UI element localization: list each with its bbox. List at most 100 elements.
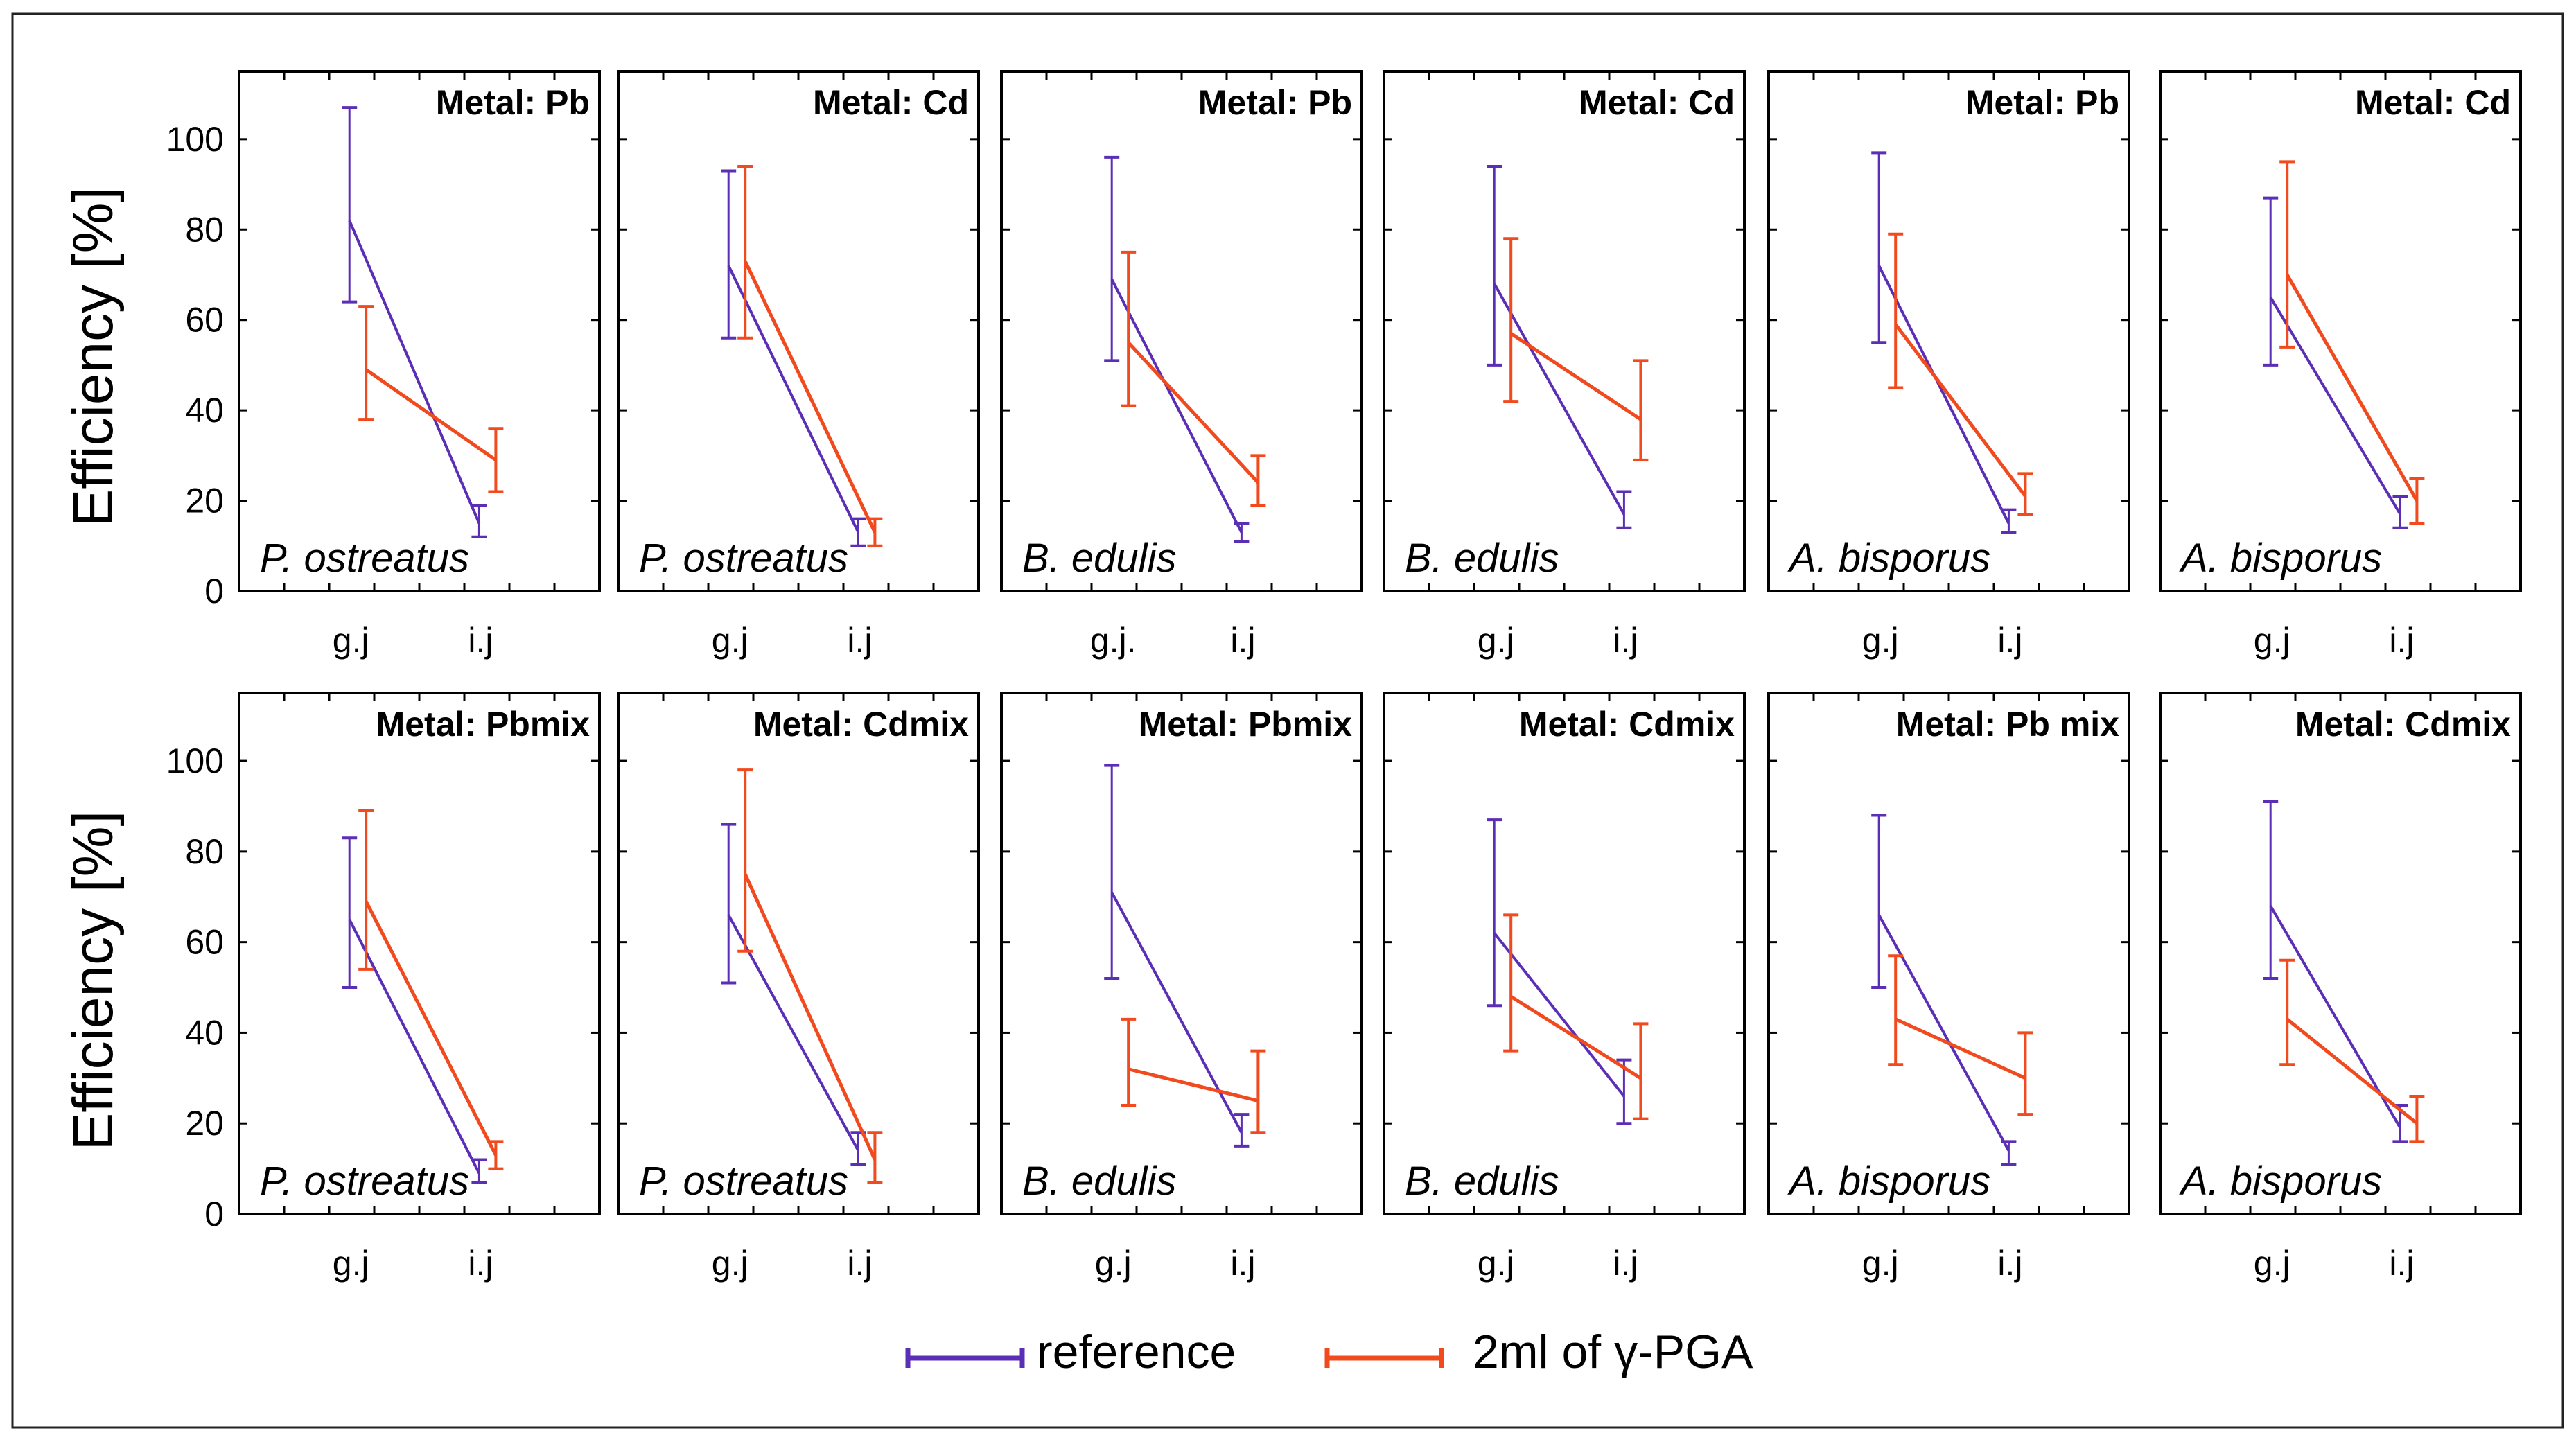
panel-title: Metal: Cd xyxy=(2355,83,2511,122)
panel-title: Metal: Cd xyxy=(1579,83,1735,122)
series-line xyxy=(1877,265,2010,525)
panel-title: Metal: Cdmix xyxy=(2295,705,2511,744)
x-tick-label-i-j: i.j xyxy=(2389,621,2414,660)
panel-frame xyxy=(1383,692,1746,1215)
panel-r2c2: Metal: Cdmix P. ostreatus g.j i.j xyxy=(617,692,980,1283)
series-line xyxy=(1493,932,1625,1098)
series-line xyxy=(1895,1017,2026,1080)
y-tick-label-100: 100 xyxy=(166,741,224,780)
panel-species: P. ostreatus xyxy=(639,536,848,581)
series-gamma-pga xyxy=(1888,232,2033,516)
series-gamma-pga xyxy=(2279,958,2425,1143)
panel-title: Metal: Pb xyxy=(1198,83,1352,122)
x-tick-label-g-j: g.j xyxy=(1862,621,1899,660)
series-line xyxy=(743,873,877,1161)
panel-frame xyxy=(617,692,980,1215)
panel-species: B. edulis xyxy=(1022,536,1176,581)
series-gamma-pga xyxy=(1888,954,2033,1116)
x-tick-label-i-j: i.j xyxy=(1613,1244,1638,1283)
series-gamma-pga xyxy=(358,809,504,1170)
panel-frame xyxy=(617,70,980,592)
x-tick-label-i-j: i.j xyxy=(847,621,872,660)
panel-frame xyxy=(1383,70,1746,592)
legend-item-gamma-pga: 2ml of γ-PGA xyxy=(1324,1326,1753,1378)
panel-title: Metal: Pb xyxy=(1965,83,2119,122)
panel-species: P. ostreatus xyxy=(260,536,469,581)
panel-species: B. edulis xyxy=(1405,536,1559,581)
panel-species: P. ostreatus xyxy=(260,1159,469,1204)
panel-species: A. bisporus xyxy=(2179,1159,2382,1204)
x-tick-label-g-j: g.j. xyxy=(1090,621,1137,660)
x-tick-label-g-j: g.j xyxy=(712,1244,748,1283)
x-tick-label-i-j: i.j xyxy=(2389,1244,2414,1283)
x-tick-label-g-j: g.j xyxy=(2254,1244,2290,1283)
series-line xyxy=(1894,323,2027,498)
x-tick-label-g-j: g.j xyxy=(1095,1244,1132,1283)
x-tick-label-i-j: i.j xyxy=(468,1244,493,1283)
panel-title: Metal: Pb mix xyxy=(1896,705,2119,744)
series-gamma-pga xyxy=(1503,237,1649,461)
panel-species: B. edulis xyxy=(1405,1159,1559,1204)
series-line xyxy=(1877,914,2010,1152)
panel-species: A. bisporus xyxy=(1787,1159,1990,1204)
series-reference xyxy=(342,106,487,538)
x-tick-label-g-j: g.j xyxy=(1478,621,1514,660)
series-gamma-pga xyxy=(358,305,504,493)
x-tick-label-g-j: g.j xyxy=(712,621,748,660)
series-reference xyxy=(1871,814,2017,1166)
y-tick-label-40: 40 xyxy=(185,1013,224,1052)
y-tick-label-40: 40 xyxy=(185,391,224,430)
x-tick-label-i-j: i.j xyxy=(1997,1244,2022,1283)
series-gamma-pga xyxy=(737,164,883,547)
panel-title: Metal: Cdmix xyxy=(1519,705,1735,744)
panel-r1c2: Metal: Cd P. ostreatus g.j i.j xyxy=(617,70,980,660)
panel-r1c4: Metal: Cd B. edulis g.j i.j xyxy=(1383,70,1746,660)
series-gamma-pga xyxy=(2279,160,2425,525)
x-tick-label-i-j: i.j xyxy=(468,621,493,660)
legend-label-reference: reference xyxy=(1037,1326,1236,1378)
legend-swatch-reference xyxy=(905,1348,1025,1368)
series-line xyxy=(1127,341,1260,484)
series-line xyxy=(1509,995,1642,1080)
series-line xyxy=(2286,1017,2418,1125)
panel-frame xyxy=(1000,692,1363,1215)
panel-title: Metal: Pbmix xyxy=(1139,705,1353,744)
panel-species: B. edulis xyxy=(1022,1159,1176,1204)
y-tick-label-20: 20 xyxy=(185,482,224,520)
series-line xyxy=(1110,279,1243,534)
series-reference xyxy=(2263,800,2408,1143)
series-line xyxy=(1110,891,1243,1134)
series-reference xyxy=(1871,151,2017,534)
legend-item-reference: reference xyxy=(905,1326,1236,1378)
panel-r2c3: Metal: Pbmix B. edulis g.j i.j xyxy=(1000,692,1363,1283)
x-tick-label-g-j: g.j xyxy=(2254,621,2290,660)
series-reference xyxy=(342,836,487,1184)
panel-frame xyxy=(238,70,601,592)
series-reference xyxy=(1104,764,1250,1148)
y-tick-label-60: 60 xyxy=(185,301,224,340)
series-line xyxy=(2269,297,2402,516)
x-tick-label-i-j: i.j xyxy=(1997,621,2022,660)
legend-swatch-gamma-pga xyxy=(1324,1348,1444,1368)
panel-frame xyxy=(1767,692,2130,1215)
series-line xyxy=(743,260,877,534)
series-line xyxy=(2286,274,2419,502)
series-line xyxy=(1493,283,1626,516)
panel-frame xyxy=(238,692,601,1215)
series-gamma-pga xyxy=(1503,913,1649,1120)
panel-r2c6: Metal: Cdmix A. bisporus g.j i.j xyxy=(2159,692,2522,1283)
y-tick-label-60: 60 xyxy=(185,923,224,962)
panel-species: A. bisporus xyxy=(2179,536,2382,581)
series-reference xyxy=(1104,155,1250,543)
panel-title: Metal: Cd xyxy=(813,83,969,122)
series-line xyxy=(348,919,481,1175)
panel-r1c3: Metal: Pb B. edulis g.j. i.j xyxy=(1000,70,1363,660)
x-tick-label-i-j: i.j xyxy=(1613,621,1638,660)
y-tick-label-80: 80 xyxy=(185,210,224,249)
panel-title: Metal: Pb xyxy=(436,83,590,122)
panel-r2c4: Metal: Cdmix B. edulis g.j i.j xyxy=(1383,692,1746,1283)
figure-border xyxy=(11,12,2564,1429)
series-reference xyxy=(1487,164,1632,529)
series-gamma-pga xyxy=(1121,250,1266,507)
